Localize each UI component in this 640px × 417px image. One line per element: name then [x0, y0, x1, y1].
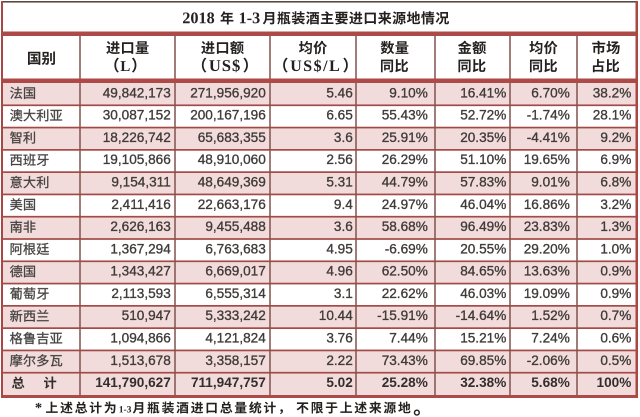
svg-text:2,626,163: 2,626,163: [110, 219, 170, 234]
svg-text:28.1%: 28.1%: [593, 108, 632, 123]
svg-text:26.29%: 26.29%: [382, 152, 428, 167]
svg-text:141,790,627: 141,790,627: [95, 375, 171, 390]
svg-text:0.9%: 0.9%: [600, 286, 631, 301]
svg-text:1,094,866: 1,094,866: [110, 330, 170, 345]
svg-text:49,842,173: 49,842,173: [103, 85, 171, 100]
svg-text:1.3%: 1.3%: [600, 219, 631, 234]
svg-text:0.5%: 0.5%: [600, 353, 631, 368]
svg-text:24.97%: 24.97%: [382, 197, 428, 212]
svg-text:44.79%: 44.79%: [382, 174, 428, 189]
svg-text:9,154,311: 9,154,311: [111, 174, 170, 189]
svg-text:-1.74%: -1.74%: [527, 108, 570, 123]
svg-text:48,649,369: 48,649,369: [198, 174, 266, 189]
svg-text:-6.69%: -6.69%: [385, 241, 428, 256]
svg-text:4,121,824: 4,121,824: [205, 330, 266, 345]
svg-text:65,683,355: 65,683,355: [198, 130, 266, 145]
svg-text:0.7%: 0.7%: [600, 308, 631, 323]
svg-text:3.1: 3.1: [334, 286, 353, 301]
svg-text:2,113,593: 2,113,593: [111, 286, 170, 301]
svg-text:10.44: 10.44: [319, 308, 353, 323]
svg-text:3.6: 3.6: [334, 219, 353, 234]
svg-text:-15.91%: -15.91%: [377, 308, 428, 323]
svg-text:57.83%: 57.83%: [460, 174, 506, 189]
svg-text:-2.06%: -2.06%: [527, 353, 570, 368]
svg-text:51.10%: 51.10%: [460, 152, 506, 167]
svg-text:30,087,152: 30,087,152: [103, 108, 171, 123]
svg-text:6,555,314: 6,555,314: [205, 286, 266, 301]
svg-text:5.46: 5.46: [326, 85, 352, 100]
svg-text:25.28%: 25.28%: [382, 375, 428, 390]
svg-text:-14.64%: -14.64%: [456, 308, 507, 323]
svg-text:29.20%: 29.20%: [524, 241, 570, 256]
svg-text:1.0%: 1.0%: [600, 241, 631, 256]
svg-text:3.76: 3.76: [326, 330, 352, 345]
svg-text:32.38%: 32.38%: [460, 375, 506, 390]
svg-text:200,167,196: 200,167,196: [190, 108, 266, 123]
svg-text:1.52%: 1.52%: [531, 308, 570, 323]
svg-text:6.65: 6.65: [326, 108, 352, 123]
svg-text:2.56: 2.56: [326, 152, 352, 167]
svg-text:48,910,060: 48,910,060: [198, 152, 266, 167]
svg-text:25.91%: 25.91%: [382, 130, 428, 145]
svg-text:62.50%: 62.50%: [382, 264, 428, 279]
svg-text:510,947: 510,947: [122, 308, 171, 323]
svg-text:20.35%: 20.35%: [460, 130, 506, 145]
svg-text:6.8%: 6.8%: [600, 174, 631, 189]
svg-text:13.63%: 13.63%: [524, 264, 570, 279]
svg-text:46.03%: 46.03%: [460, 286, 506, 301]
svg-text:4.96: 4.96: [326, 264, 352, 279]
svg-text:69.85%: 69.85%: [460, 353, 506, 368]
svg-text:7.44%: 7.44%: [389, 330, 428, 345]
svg-text:2.22: 2.22: [326, 353, 352, 368]
svg-text:3,358,157: 3,358,157: [205, 353, 265, 368]
svg-text:84.65%: 84.65%: [460, 264, 506, 279]
svg-text:9.01%: 9.01%: [531, 174, 570, 189]
svg-text:100%: 100%: [597, 375, 632, 390]
svg-text:22.62%: 22.62%: [382, 286, 428, 301]
svg-text:22,663,176: 22,663,176: [198, 197, 266, 212]
svg-text:271,956,920: 271,956,920: [190, 85, 266, 100]
svg-text:23.83%: 23.83%: [524, 219, 570, 234]
svg-text:7.24%: 7.24%: [531, 330, 570, 345]
svg-text:9.10%: 9.10%: [389, 85, 428, 100]
svg-text:9,455,488: 9,455,488: [205, 219, 265, 234]
svg-text:0.9%: 0.9%: [600, 264, 631, 279]
svg-text:9.2%: 9.2%: [600, 130, 631, 145]
svg-text:16.86%: 16.86%: [524, 197, 570, 212]
svg-text:46.04%: 46.04%: [460, 197, 506, 212]
svg-text:19.09%: 19.09%: [524, 286, 570, 301]
svg-text:20.55%: 20.55%: [460, 241, 506, 256]
svg-text:5.02: 5.02: [326, 375, 353, 390]
svg-text:9.4: 9.4: [334, 197, 353, 212]
svg-text:6,669,017: 6,669,017: [205, 264, 265, 279]
svg-text:5.31: 5.31: [326, 174, 352, 189]
svg-text:58.68%: 58.68%: [382, 219, 428, 234]
svg-text:2,411,416: 2,411,416: [111, 197, 170, 212]
svg-text:52.72%: 52.72%: [460, 108, 506, 123]
svg-text:19.65%: 19.65%: [524, 152, 570, 167]
svg-text:38.2%: 38.2%: [593, 85, 632, 100]
svg-text:1,343,427: 1,343,427: [110, 264, 170, 279]
svg-text:0.6%: 0.6%: [600, 330, 631, 345]
svg-text:73.43%: 73.43%: [382, 353, 428, 368]
svg-text:3.6: 3.6: [334, 130, 353, 145]
svg-text:4.95: 4.95: [326, 241, 352, 256]
svg-text:16.41%: 16.41%: [460, 85, 506, 100]
svg-text:6,763,683: 6,763,683: [205, 241, 265, 256]
svg-text:19,105,866: 19,105,866: [103, 152, 171, 167]
svg-text:6.70%: 6.70%: [531, 85, 570, 100]
svg-text:3.2%: 3.2%: [600, 197, 631, 212]
svg-text:15.21%: 15.21%: [460, 330, 506, 345]
svg-text:1,513,678: 1,513,678: [110, 353, 170, 368]
svg-text:5.68%: 5.68%: [531, 375, 570, 390]
svg-text:711,947,757: 711,947,757: [191, 375, 266, 390]
svg-text:96.49%: 96.49%: [460, 219, 506, 234]
svg-text:-4.41%: -4.41%: [527, 130, 570, 145]
svg-text:5,333,242: 5,333,242: [205, 308, 265, 323]
svg-text:1,367,294: 1,367,294: [110, 241, 171, 256]
svg-text:18,226,742: 18,226,742: [103, 130, 171, 145]
svg-text:55.43%: 55.43%: [382, 108, 428, 123]
svg-text:6.9%: 6.9%: [600, 152, 631, 167]
